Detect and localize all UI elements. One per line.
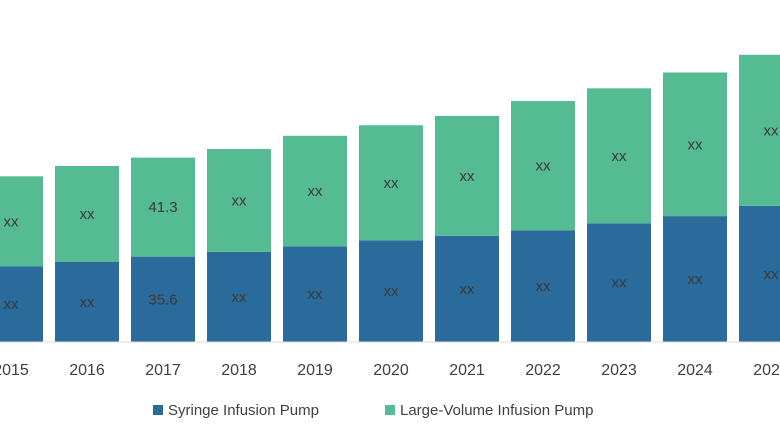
bar-large-volume-2025 (739, 54, 780, 206)
bar-syringe-2025 (739, 205, 780, 342)
bar-syringe-2020 (359, 240, 423, 342)
data-label-large-volume-2024: xx (688, 136, 704, 153)
bar-large-volume-2019 (283, 135, 347, 247)
legend-label-syringe: Syringe Infusion Pump (168, 402, 319, 419)
x-tick-labels: 2015 2016 2017 2018 2019 2020 2021 2022 2023 2024… (0, 362, 780, 379)
bar-syringe-2016 (55, 261, 119, 342)
bar-syringe-2019 (283, 246, 347, 342)
x-tick-label-2018: 2018 (221, 362, 257, 379)
data-label-syringe-2019: xx (308, 286, 324, 303)
data-label-syringe-2022: xx (536, 278, 552, 295)
legend-swatch-large-volume (385, 405, 395, 415)
data-label-syringe-2023: xx (612, 275, 628, 292)
x-tick-label-2021: 2021 (449, 362, 485, 379)
x-tick-label-2022: 2022 (525, 362, 561, 379)
data-label-large-volume-2016: xx (80, 206, 96, 223)
bar-syringe-2022 (511, 230, 575, 342)
x-tick-label-2020: 2020 (373, 362, 409, 379)
bar-large-volume-2023 (587, 88, 651, 224)
x-tick-label-2023: 2023 (601, 362, 637, 379)
data-label-large-volume-2025: xx (764, 122, 780, 139)
bar-syringe-2024 (663, 216, 727, 342)
data-label-large-volume-2021: xx (460, 168, 476, 185)
x-tick-label-2016: 2016 (69, 362, 105, 379)
x-tick-label-2025: 2025 (753, 362, 780, 379)
bars-layer (0, 54, 780, 342)
data-labels-layer: xx xx xx xx 35.6 41.3 xx xx xx xx xx xx xx xx xx xx xx xx… (4, 122, 780, 313)
bar-large-volume-2015 (0, 176, 43, 267)
data-label-large-volume-2022: xx (536, 158, 552, 175)
data-label-large-volume-2020: xx (384, 175, 400, 192)
data-label-syringe-2021: xx (460, 281, 476, 298)
data-label-syringe-2015: xx (4, 296, 20, 313)
bar-large-volume-2022 (511, 101, 575, 231)
bar-syringe-2017 (131, 256, 195, 342)
bar-syringe-2015 (0, 266, 43, 342)
x-tick-label-2024: 2024 (677, 362, 713, 379)
data-label-syringe-2018: xx (232, 289, 248, 306)
data-label-syringe-2024: xx (688, 271, 704, 288)
bar-large-volume-2021 (435, 115, 499, 236)
legend: Syringe Infusion Pump Large-Volume Infus… (153, 402, 593, 419)
data-label-syringe-2017: 35.6 (148, 291, 177, 308)
x-tick-label-2019: 2019 (297, 362, 333, 379)
bar-large-volume-2020 (359, 125, 423, 241)
bar-large-volume-2024 (663, 72, 727, 217)
data-label-syringe-2020: xx (384, 283, 400, 300)
bar-syringe-2023 (587, 223, 651, 342)
bar-syringe-2021 (435, 235, 499, 342)
bar-large-volume-2016 (55, 166, 119, 262)
legend-swatch-syringe (153, 405, 163, 415)
bar-large-volume-2018 (207, 148, 271, 252)
data-label-large-volume-2018: xx (232, 192, 248, 209)
data-label-large-volume-2023: xx (612, 148, 628, 165)
bar-syringe-2018 (207, 251, 271, 342)
data-label-syringe-2025: xx (764, 266, 780, 283)
legend-label-large-volume: Large-Volume Infusion Pump (400, 402, 593, 419)
data-label-large-volume-2019: xx (308, 183, 324, 200)
bar-large-volume-2017 (131, 157, 195, 257)
data-label-large-volume-2017: 41.3 (148, 199, 177, 216)
data-label-syringe-2016: xx (80, 294, 96, 311)
x-tick-label-2017: 2017 (145, 362, 181, 379)
data-label-large-volume-2015: xx (4, 213, 20, 230)
x-tick-label-2015: 2015 (0, 362, 29, 379)
